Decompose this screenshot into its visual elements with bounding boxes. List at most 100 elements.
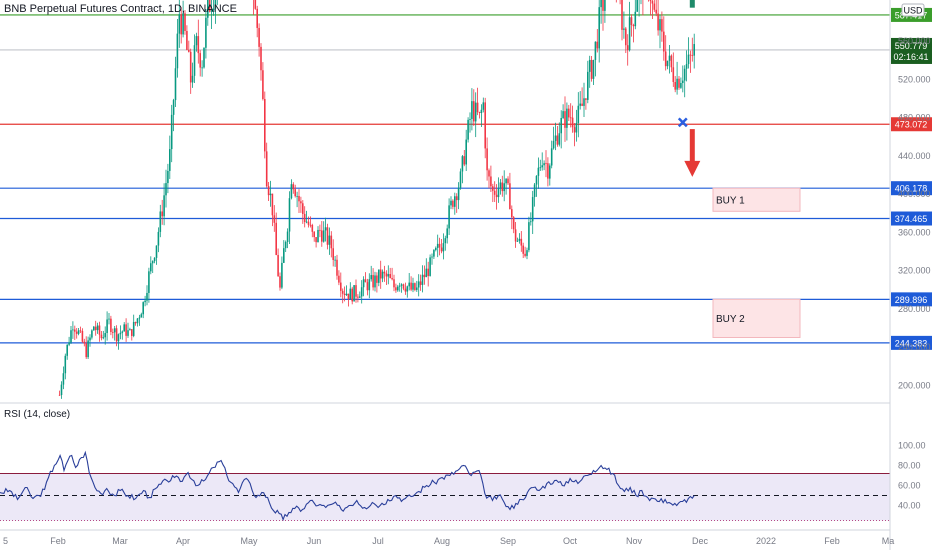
rsi-tick-label: 80.00 [898, 461, 921, 471]
candle-up [505, 178, 507, 184]
candle-down [495, 194, 498, 198]
candle-down [303, 213, 306, 222]
candle-down [571, 117, 574, 128]
candle-up [113, 328, 116, 333]
candle-up [62, 373, 65, 385]
candle-up [77, 330, 80, 334]
candle-up [554, 135, 557, 141]
candle-up [682, 80, 684, 84]
candle-down [452, 200, 454, 207]
candle-up [444, 238, 447, 244]
candle-down [355, 285, 357, 297]
level-price-label: 289.896 [895, 295, 928, 305]
candle-down [678, 78, 680, 88]
candle-up [469, 118, 471, 120]
time-axis-label: Jun [307, 536, 322, 546]
candle-up [425, 268, 428, 278]
candle-up [480, 109, 483, 114]
candle-up [400, 284, 403, 286]
candle-up [676, 78, 678, 90]
candle-down [484, 102, 486, 149]
candle-down [545, 163, 547, 164]
candle-up [286, 231, 289, 242]
candle-up [119, 332, 122, 335]
candle-up [305, 221, 308, 223]
x-marker [677, 117, 688, 128]
candle-down [298, 195, 300, 202]
candle-up [530, 221, 532, 223]
candle-down [393, 279, 395, 288]
candle-down [197, 36, 200, 54]
candle-down [440, 247, 443, 252]
candle-down [254, 0, 257, 9]
candle-down [410, 282, 412, 290]
current-price-tag [891, 37, 932, 64]
candle-down [672, 67, 675, 83]
candle-down [343, 293, 346, 296]
candle-down [262, 70, 264, 100]
candle-down [585, 98, 587, 100]
candle-down [573, 127, 576, 133]
candle-up [503, 183, 505, 192]
buy-zone-box: BUY 1 [712, 187, 801, 212]
price-tick-label: 560.000 [898, 36, 931, 46]
candle-down [379, 269, 382, 279]
candle-down [492, 186, 494, 191]
candle-up [212, 8, 215, 11]
candle-down [414, 283, 416, 290]
level-price-tag [891, 211, 932, 226]
candle-up [433, 250, 435, 257]
candle-up [144, 300, 146, 303]
candle-down [134, 322, 137, 324]
candle-up [368, 279, 371, 291]
candle-down [423, 274, 426, 278]
candle-up [129, 329, 131, 331]
candle-down [511, 209, 513, 218]
candle-down [476, 102, 479, 113]
candle-up [680, 83, 682, 88]
candle-down [292, 184, 295, 190]
candle-down [319, 229, 321, 231]
level-price-tag [891, 335, 932, 350]
candle-up [176, 33, 179, 69]
candle-down [330, 235, 333, 249]
candle-down [112, 332, 114, 333]
candle-down [94, 326, 97, 331]
price-tick-label: 200.000 [898, 380, 931, 390]
candle-down [267, 186, 270, 196]
candle-down [653, 3, 656, 10]
candle-up [562, 111, 564, 119]
candle-down [110, 318, 112, 333]
candle-up [687, 54, 690, 65]
candle-up [429, 257, 431, 276]
candle-up [123, 324, 125, 332]
candle-up [459, 171, 462, 188]
candle-down [300, 201, 302, 204]
candle-up [191, 75, 194, 83]
candle-up [604, 0, 606, 11]
candle-down [556, 135, 559, 145]
level-price-label: 244.383 [895, 338, 928, 348]
candle-up [518, 238, 521, 241]
candle-down [547, 163, 549, 179]
candle-down [486, 148, 488, 171]
candle-up [334, 259, 336, 261]
candle-up [70, 330, 72, 343]
candle-down [663, 31, 665, 52]
price-tick-label: 320.000 [898, 266, 931, 276]
candle-up [560, 118, 562, 134]
candle-down [315, 237, 317, 243]
buy-zone-box: BUY 2 [712, 298, 801, 339]
candle-up [435, 247, 437, 251]
candle-down [264, 99, 266, 152]
candle-down [256, 8, 258, 28]
candle-up [142, 302, 144, 315]
time-axis-label: May [240, 536, 258, 546]
candle-down [670, 55, 673, 68]
candle-down [326, 227, 329, 245]
candle-up [169, 149, 171, 171]
candle-up [91, 330, 93, 338]
candle-down [275, 222, 277, 255]
